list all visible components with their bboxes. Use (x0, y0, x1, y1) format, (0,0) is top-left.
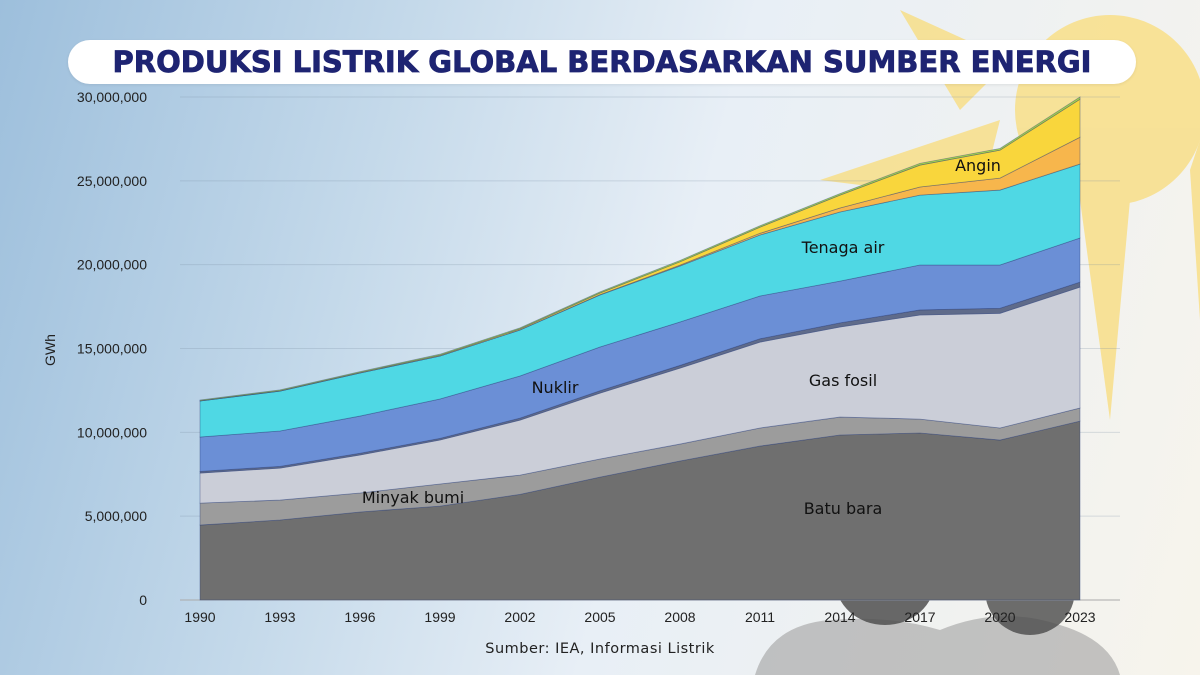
x-tick-label: 2002 (504, 609, 535, 625)
x-tick-label: 1990 (184, 609, 215, 625)
y-tick-label: 20,000,000 (77, 257, 147, 273)
source-note: Sumber: IEA, Informasi Listrik (485, 641, 715, 657)
y-axis-label: GWh (42, 334, 58, 366)
area-series-unlabeled-3 (199, 281, 1081, 474)
chart-title: PRODUKSI LISTRIK GLOBAL BERDASARKAN SUMB… (112, 45, 1092, 80)
area-series-gas-fosil (199, 286, 1081, 504)
x-tick-label: 2014 (824, 609, 855, 625)
series-label-gas-fosil: Gas fosil (809, 371, 877, 390)
y-tick-label: 25,000,000 (77, 173, 147, 189)
x-tick-label: 1993 (264, 609, 295, 625)
x-tick-label: 2020 (984, 609, 1015, 625)
x-tick-label: 1996 (344, 609, 375, 625)
title-banner: PRODUKSI LISTRIK GLOBAL BERDASARKAN SUMB… (68, 40, 1136, 84)
series-label-batu-bara: Batu bara (804, 499, 883, 518)
x-tick-label: 2011 (745, 609, 775, 625)
y-tick-label: 10,000,000 (77, 424, 147, 440)
x-tick-label: 1999 (424, 609, 455, 625)
y-tick-label: 30,000,000 (77, 89, 147, 105)
series-label-angin: Angin (955, 156, 1001, 175)
x-tick-label: 2008 (664, 609, 695, 625)
series-label-minyak-bumi: Minyak bumi (362, 488, 464, 507)
series-label-tenaga-air: Tenaga air (801, 238, 885, 257)
series-label-nuklir: Nuklir (532, 378, 579, 397)
y-tick-label: 15,000,000 (77, 341, 147, 357)
y-tick-label: 0 (139, 592, 147, 608)
y-tick-label: 5,000,000 (85, 508, 147, 524)
x-tick-label: 2017 (904, 609, 935, 625)
area-series-tenaga-air (199, 163, 1081, 438)
area-series-unlabeled-8 (199, 96, 1081, 402)
x-tick-label: 2023 (1064, 609, 1095, 625)
x-tick-label: 2005 (584, 609, 615, 625)
